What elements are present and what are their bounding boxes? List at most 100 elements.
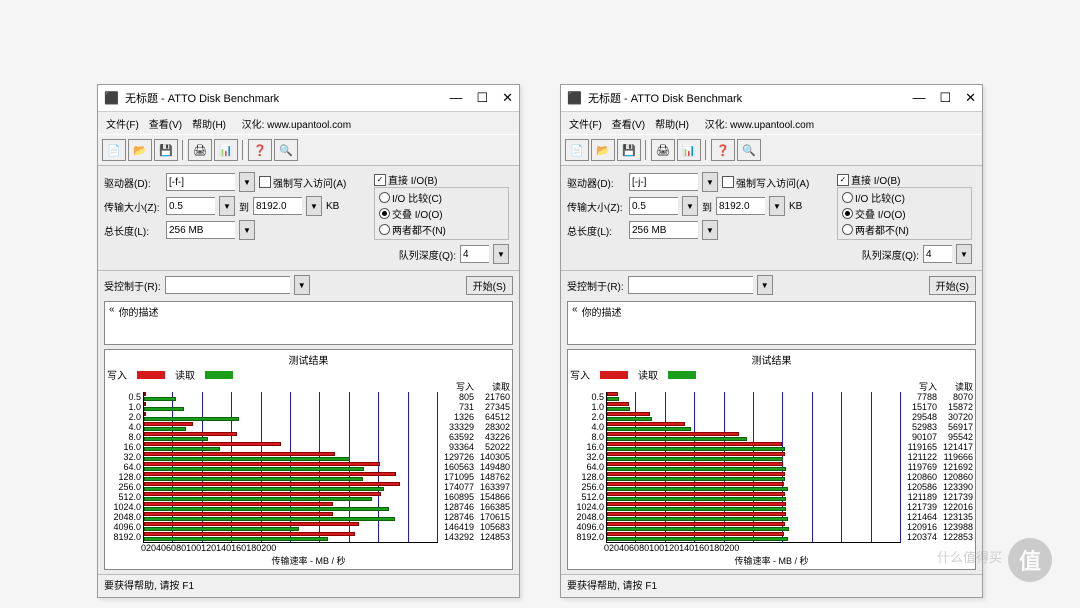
toolbar-button[interactable]: 🔍 [274, 139, 298, 161]
toolbar-button[interactable]: 💾 [154, 139, 178, 161]
description-box[interactable]: «你的描述 [567, 301, 976, 345]
minimize-button[interactable]: — [449, 90, 462, 106]
transfer-from-select[interactable]: 0.5 [629, 197, 678, 215]
maximize-button[interactable]: ☐ [939, 90, 951, 106]
io-mode-radio[interactable] [842, 208, 853, 219]
maximize-button[interactable]: ☐ [476, 90, 488, 106]
read-bar [144, 407, 184, 411]
toolbar-button[interactable]: 🔍 [737, 139, 761, 161]
toolbar-button[interactable]: 📊 [214, 139, 238, 161]
watermark-logo: 值 [1008, 538, 1052, 582]
io-mode-radio[interactable] [379, 224, 390, 235]
queue-depth-select[interactable]: 4 [923, 245, 952, 263]
write-bar [144, 502, 333, 506]
read-bar [607, 477, 785, 481]
start-button[interactable]: 开始(S) [929, 276, 976, 295]
results-panel: 测试结果写入读取写入读取0.51.02.04.08.016.032.064.01… [567, 349, 976, 570]
read-bar [607, 467, 786, 471]
toolbar-button[interactable]: 📄 [565, 139, 589, 161]
write-bar [607, 492, 785, 496]
menu-item[interactable]: 文件(F) [106, 116, 139, 131]
write-bar [607, 532, 784, 536]
results-panel: 测试结果写入读取写入读取0.51.02.04.08.016.032.064.01… [104, 349, 513, 570]
write-bar [144, 422, 193, 426]
toolbar-button[interactable]: 🖨 [188, 139, 212, 161]
read-bar [607, 497, 786, 501]
write-bar [607, 422, 685, 426]
toolbar-button[interactable]: 📊 [677, 139, 701, 161]
read-bar [144, 467, 364, 471]
toolbar-button[interactable]: ❓ [711, 139, 735, 161]
io-mode-radio[interactable] [379, 208, 390, 219]
minimize-button[interactable]: — [912, 90, 925, 106]
read-bar [144, 397, 176, 401]
read-bar [144, 517, 395, 521]
read-bar [144, 507, 389, 511]
toolbar-button[interactable]: 📂 [591, 139, 615, 161]
drive-select[interactable]: [-f-] [166, 173, 235, 191]
toolbar-button[interactable]: 📂 [128, 139, 152, 161]
read-bar [144, 477, 363, 481]
read-bar [607, 517, 788, 521]
toolbar-button[interactable]: 💾 [617, 139, 641, 161]
read-bar [144, 537, 328, 541]
force-write-checkbox[interactable] [722, 176, 734, 188]
menu-item[interactable]: 查看(V) [149, 116, 182, 131]
direct-io-checkbox[interactable]: ✓ [374, 174, 386, 186]
write-bar [607, 452, 785, 456]
transfer-to-select[interactable]: 8192.0 [253, 197, 302, 215]
description-box[interactable]: «你的描述 [104, 301, 513, 345]
read-bar [144, 527, 299, 531]
atto-window: ⬛无标题 - ATTO Disk Benchmark—☐✕文件(F)查看(V)帮… [560, 84, 983, 598]
window-title: 无标题 - ATTO Disk Benchmark [588, 90, 912, 106]
io-mode-radio[interactable] [842, 224, 853, 235]
toolbar-button[interactable]: ❓ [248, 139, 272, 161]
read-bar [144, 447, 220, 451]
read-bar [144, 437, 208, 441]
read-bar [607, 487, 788, 491]
length-select[interactable]: 256 MB [166, 221, 235, 239]
io-mode-radio[interactable] [842, 192, 853, 203]
write-bar [607, 412, 650, 416]
controlled-by-select[interactable] [628, 276, 753, 294]
queue-depth-select[interactable]: 4 [460, 245, 489, 263]
write-bar [144, 472, 396, 476]
direct-io-checkbox[interactable]: ✓ [837, 174, 849, 186]
write-bar [144, 392, 146, 396]
write-bar [144, 442, 281, 446]
read-bar [144, 487, 384, 491]
read-bar [607, 447, 785, 451]
write-bar [607, 522, 785, 526]
write-bar [144, 512, 333, 516]
watermark-text: 什么值得买 [937, 547, 1002, 566]
write-bar [144, 412, 146, 416]
window-title: 无标题 - ATTO Disk Benchmark [125, 90, 449, 106]
toolbar-button[interactable]: 🖨 [651, 139, 675, 161]
force-write-checkbox[interactable] [259, 176, 271, 188]
menu-item[interactable]: 帮助(H) [192, 116, 226, 131]
drive-select[interactable]: [-j-] [629, 173, 698, 191]
app-icon: ⬛ [104, 91, 119, 105]
write-bar [607, 442, 782, 446]
length-select[interactable]: 256 MB [629, 221, 698, 239]
read-bar [144, 497, 372, 501]
write-bar [607, 392, 618, 396]
read-bar [607, 407, 630, 411]
read-bar [607, 507, 786, 511]
transfer-to-select[interactable]: 8192.0 [716, 197, 765, 215]
transfer-from-select[interactable]: 0.5 [166, 197, 215, 215]
controlled-by-select[interactable] [165, 276, 290, 294]
menu-item[interactable]: 帮助(H) [655, 116, 689, 131]
status-bar: 要获得帮助, 请按 F1 [561, 574, 982, 597]
io-mode-radio[interactable] [379, 192, 390, 203]
menu-item[interactable]: 查看(V) [612, 116, 645, 131]
close-button[interactable]: ✕ [965, 90, 976, 106]
start-button[interactable]: 开始(S) [466, 276, 513, 295]
site-label: 汉化: www.upantool.com [236, 116, 351, 131]
site-label: 汉化: www.upantool.com [699, 116, 814, 131]
write-bar [144, 482, 400, 486]
menu-item[interactable]: 文件(F) [569, 116, 602, 131]
close-button[interactable]: ✕ [502, 90, 513, 106]
write-bar [144, 492, 381, 496]
toolbar-button[interactable]: 📄 [102, 139, 126, 161]
